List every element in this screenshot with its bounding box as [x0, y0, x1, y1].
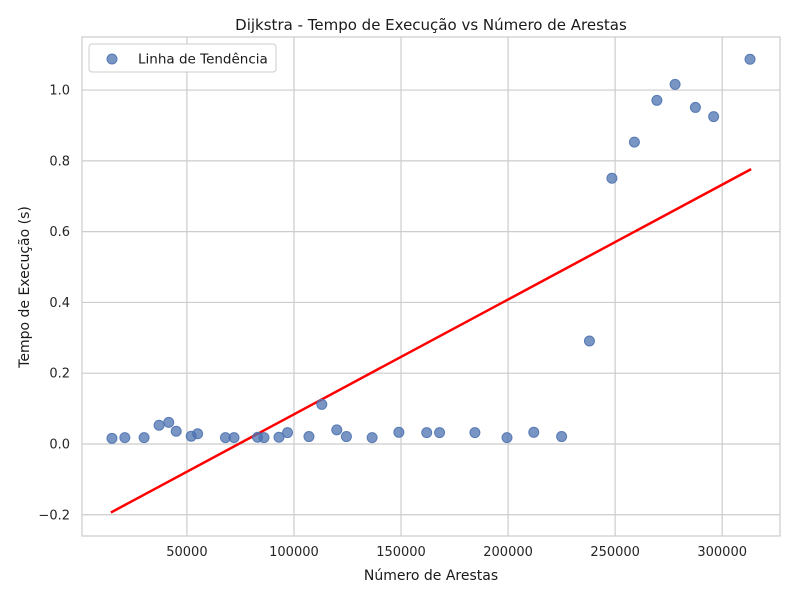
data-point: [393, 426, 405, 438]
data-point: [163, 416, 175, 428]
y-axis-label: Tempo de Execução (s): [17, 206, 33, 369]
data-point: [192, 428, 204, 440]
y-tick-label: 0.2: [49, 367, 70, 382]
data-point: [331, 424, 343, 436]
data-point: [366, 432, 378, 444]
y-tick-labels: −0.2 0.0 0.2 0.4 0.6 0.8 1.0: [38, 84, 70, 524]
data-point: [282, 427, 294, 439]
data-point: [119, 432, 131, 444]
data-point: [744, 53, 756, 65]
data-point: [106, 432, 118, 444]
data-point: [501, 432, 513, 444]
data-point: [421, 427, 433, 439]
x-tick-label: 150000: [376, 545, 426, 560]
y-tick-label: 0.4: [49, 296, 70, 311]
y-tick-label: 1.0: [49, 84, 70, 99]
data-point: [316, 398, 328, 410]
scatter-points: [106, 53, 756, 444]
x-tick-label: 200000: [483, 545, 533, 560]
legend-label: Linha de Tendência: [138, 52, 268, 68]
data-point: [228, 432, 240, 444]
data-point: [708, 111, 720, 123]
data-point: [153, 419, 165, 431]
x-tick-labels: 50000 100000 150000 200000 250000 300000: [166, 545, 747, 560]
data-point: [170, 425, 182, 437]
y-tick-label: −0.2: [38, 508, 70, 523]
data-point: [138, 432, 150, 444]
x-tick-label: 50000: [166, 545, 207, 560]
y-tick-label: 0.0: [49, 437, 70, 452]
data-point: [469, 427, 481, 439]
plot-background: [82, 37, 780, 536]
data-point: [340, 431, 352, 443]
data-point: [556, 431, 568, 443]
data-point: [669, 78, 681, 90]
data-point: [628, 136, 640, 148]
data-point: [434, 427, 446, 439]
plot-frame: [81, 36, 781, 537]
chart-title: Dijkstra - Tempo de Execução vs Número d…: [235, 16, 627, 34]
grid: [82, 37, 780, 536]
x-tick-label: 300000: [697, 545, 747, 560]
trend-line: [110, 168, 752, 514]
data-point: [258, 432, 270, 444]
legend: Linha de Tendência: [88, 43, 277, 73]
y-tick-label: 0.8: [49, 154, 70, 169]
data-point: [583, 335, 595, 347]
y-tick-label: 0.6: [49, 225, 70, 240]
data-point: [528, 426, 540, 438]
data-point: [689, 101, 701, 113]
data-point: [606, 172, 618, 184]
legend-frame: [88, 43, 277, 73]
data-point: [273, 431, 285, 443]
x-tick-label: 250000: [590, 545, 640, 560]
x-axis-label: Número de Arestas: [364, 568, 498, 584]
legend-marker: [106, 53, 118, 65]
data-point: [651, 94, 663, 106]
data-point: [303, 431, 315, 443]
x-tick-label: 100000: [269, 545, 319, 560]
